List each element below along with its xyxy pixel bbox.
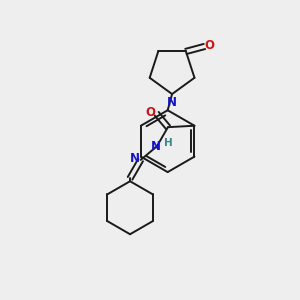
- Text: O: O: [205, 39, 215, 52]
- Text: N: N: [151, 140, 161, 153]
- Text: H: H: [164, 138, 172, 148]
- Text: O: O: [146, 106, 156, 119]
- Text: N: N: [130, 152, 140, 165]
- Text: N: N: [167, 95, 177, 109]
